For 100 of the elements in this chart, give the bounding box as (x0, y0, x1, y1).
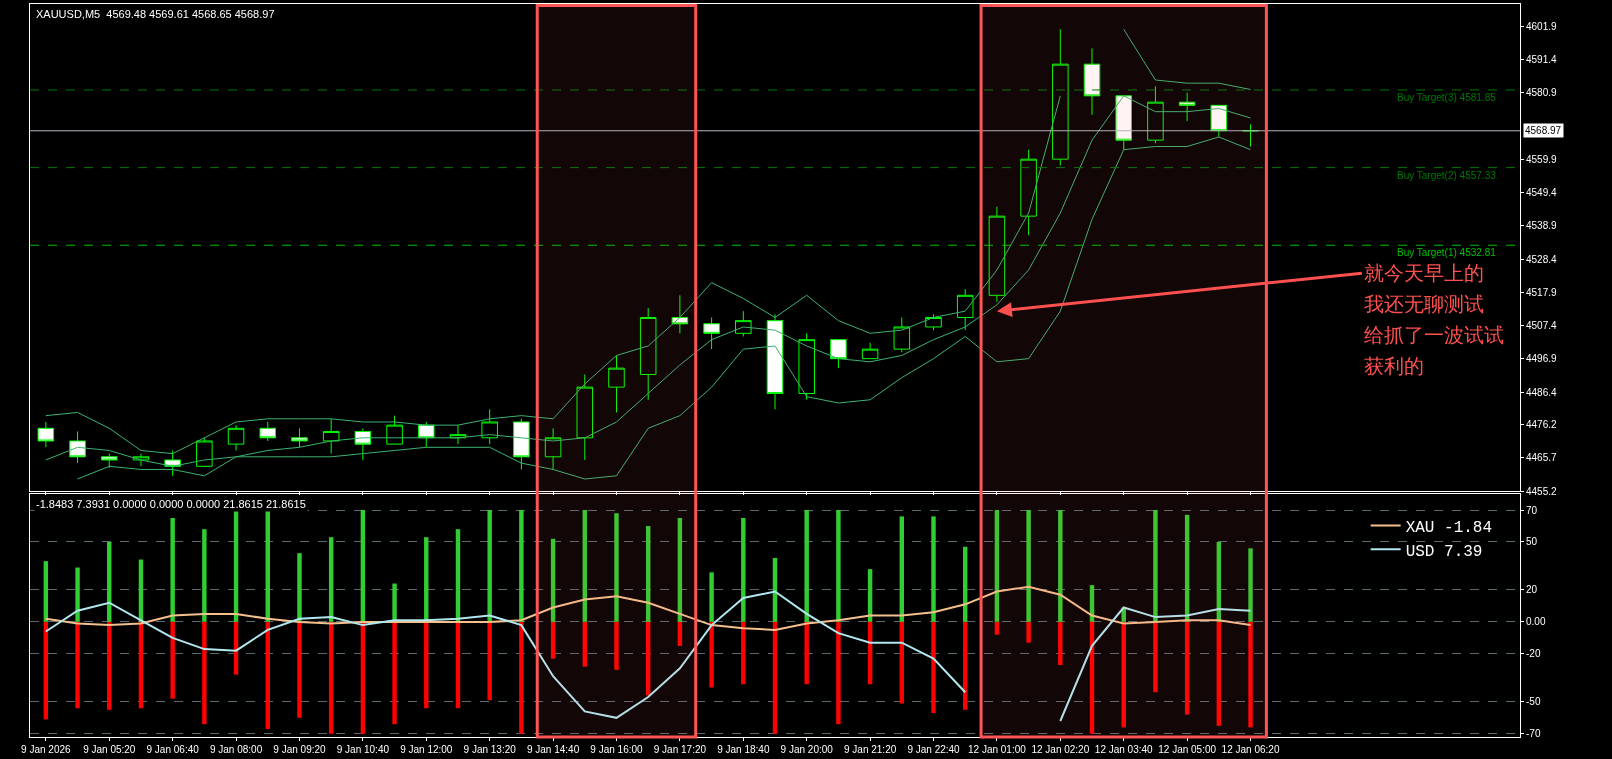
candlestick (1083, 47, 1101, 116)
candlestick (513, 418, 530, 470)
candlestick (259, 421, 277, 442)
x-tick-label: 9 Jan 22:40 (907, 744, 961, 755)
legend-label: XAU -1.84 (1405, 518, 1493, 537)
x-tick-label: 9 Jan 20:00 (780, 744, 834, 755)
bar (202, 621, 207, 725)
y-tick-label: 4559.9 (1526, 153, 1558, 165)
candlestick (196, 437, 213, 467)
candlestick (703, 316, 720, 350)
bar (741, 621, 746, 685)
y-tick-label: 4538.9 (1526, 220, 1558, 232)
bar (709, 621, 714, 688)
candlestick (1210, 104, 1228, 138)
bar (836, 621, 841, 725)
candlestick (1178, 92, 1196, 122)
bar (1216, 621, 1222, 726)
bar (994, 621, 1000, 635)
annotation: 给抓了一波试试 (1364, 323, 1504, 347)
bar (170, 621, 175, 699)
bar (424, 621, 429, 709)
ref-line-label: Buy Target(3) 4581.85 (1397, 92, 1497, 103)
candlestick (956, 288, 974, 331)
bar (297, 621, 302, 718)
x-tick-label: 12 Jan 03:40 (1094, 744, 1154, 755)
candlestick (1020, 149, 1037, 236)
x-tick-label: 12 Jan 06:20 (1221, 744, 1280, 755)
x-tick-label: 9 Jan 21:20 (843, 744, 897, 755)
candlestick (227, 424, 245, 451)
bar (519, 510, 524, 622)
candlestick (639, 307, 657, 401)
y-tick-label: 4517.9 (1526, 286, 1558, 298)
x-tick-label: 12 Jan 01:00 (968, 744, 1027, 755)
bar (614, 513, 619, 622)
bar (741, 517, 746, 622)
x-tick-label: 9 Jan 14:40 (526, 744, 580, 755)
y-tick-label: -50 (1526, 696, 1541, 708)
ref-line-label: 4568.97 (1525, 125, 1562, 136)
candlestick (576, 373, 594, 461)
bar (804, 510, 809, 622)
bar (582, 621, 588, 667)
candlestick (988, 206, 1006, 303)
ref-line-label: Buy Target(1) 4532.81 (1397, 247, 1497, 258)
y-tick-label: 4455.2 (1526, 485, 1558, 497)
y-tick-label: 4465.7 (1526, 452, 1558, 464)
x-tick-label: 12 Jan 05:00 (1158, 744, 1217, 755)
bar (614, 621, 619, 670)
x-tick-label: 9 Jan 13:20 (463, 744, 517, 755)
x-tick-label: 9 Jan 18:40 (717, 744, 770, 755)
bar (202, 529, 207, 622)
bar (75, 567, 80, 622)
y-tick-label: 4580.9 (1526, 87, 1558, 99)
y-tick-label: 70 (1526, 504, 1538, 516)
y-tick-label: 4591.4 (1526, 54, 1558, 66)
bar (550, 621, 556, 659)
bar (392, 583, 397, 622)
bar (487, 621, 492, 701)
bar (1153, 510, 1158, 622)
candlestick (608, 354, 625, 413)
y-tick-label: 4486.4 (1526, 386, 1558, 398)
candlestick (830, 339, 847, 369)
candlestick (893, 316, 911, 353)
y-tick-label: -70 (1526, 728, 1541, 740)
annotation: 就今天早上的 (1364, 261, 1484, 285)
y-tick-label: 4601.9 (1526, 20, 1558, 32)
bar (804, 621, 809, 685)
candlestick (861, 342, 879, 360)
y-tick-label: 4549.4 (1526, 187, 1558, 199)
x-tick-label: 9 Jan 05:20 (83, 744, 136, 755)
x-tick-label: 9 Jan 09:20 (273, 744, 327, 755)
y-tick-label: 0.00 (1526, 616, 1546, 628)
bar (1026, 510, 1031, 622)
bar (1058, 510, 1063, 622)
candlestick (354, 427, 372, 461)
bar (75, 621, 80, 709)
bar (931, 516, 936, 622)
bar (677, 621, 683, 646)
x-tick-label: 9 Jan 16:00 (590, 744, 644, 755)
y-tick-label: 4476.2 (1526, 419, 1558, 431)
chart-title: XAUUSD,M5 4569.48 4569.61 4568.65 4568.97 (36, 8, 275, 20)
candlestick (1052, 28, 1069, 166)
candlestick (1147, 85, 1164, 144)
candlestick (291, 427, 308, 448)
candlestick (766, 313, 784, 410)
bar (1248, 548, 1253, 622)
bar (1184, 621, 1190, 715)
y-tick-label: -20 (1526, 648, 1541, 660)
chart-title: -1.8483 7.3931 0.0000 0.0000 0.0000 21.8615 21.8615 (36, 498, 306, 510)
candlestick (37, 421, 55, 448)
candlestick (69, 430, 86, 464)
bar (931, 621, 936, 714)
line-series (44, 585, 1252, 631)
y-tick-label: 4496.9 (1526, 353, 1558, 365)
ref-line-label: Buy Target(2) 4557.33 (1397, 170, 1497, 181)
x-tick-label: 9 Jan 06:40 (146, 744, 200, 755)
bar (1026, 621, 1031, 643)
x-tick-label: 9 Jan 2026 (21, 744, 72, 755)
bar (392, 621, 397, 725)
y-tick-label: 4528.4 (1526, 253, 1558, 265)
bar (1058, 621, 1063, 666)
